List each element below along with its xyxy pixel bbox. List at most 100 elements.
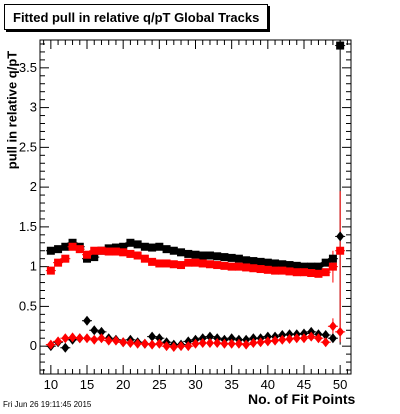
diamond-marker: [155, 338, 164, 349]
timestamp: Fri Jun 26 19:11:45 2015: [3, 400, 92, 409]
square-marker: [184, 258, 193, 267]
diamond-marker: [104, 335, 113, 346]
square-marker: [271, 266, 280, 275]
square-marker: [299, 262, 308, 271]
diamond-marker: [220, 338, 229, 349]
diamond-marker: [111, 335, 120, 346]
square-marker: [162, 259, 171, 268]
square-marker: [46, 246, 55, 255]
diamond-marker: [61, 342, 70, 353]
square-marker: [126, 249, 135, 258]
axis-ticks: [40, 40, 351, 374]
diamond-marker: [227, 333, 236, 344]
diamond-marker: [54, 336, 63, 347]
tick-labels: 10 15 20 25 30 35 40 45 50 0 0.5 1 1.5 2 2.5 3 3.5: [19, 60, 347, 392]
diamond-marker: [299, 333, 308, 344]
square-marker: [234, 254, 243, 263]
square-marker: [83, 250, 92, 259]
square-marker: [126, 238, 135, 247]
square-marker: [148, 243, 157, 252]
square-marker: [205, 260, 214, 269]
diamond-marker: [198, 337, 207, 348]
diamond-marker: [227, 338, 236, 349]
square-marker: [271, 259, 280, 268]
square-marker: [68, 242, 77, 251]
square-marker: [328, 262, 337, 271]
square-marker: [169, 246, 178, 255]
diamond-marker: [184, 341, 193, 352]
square-marker: [119, 248, 128, 257]
diamond-marker: [307, 331, 316, 342]
y-tick-label: 2.5: [19, 139, 37, 154]
diamond-marker: [126, 337, 135, 348]
square-marker: [220, 261, 229, 270]
y-axis-label-box: pull in relative q/pT: [2, 30, 22, 190]
square-marker: [177, 261, 186, 270]
square-marker: [155, 242, 164, 251]
square-marker: [90, 253, 99, 262]
square-marker: [336, 246, 345, 255]
square-marker: [263, 265, 272, 274]
diamond-marker: [234, 338, 243, 349]
square-marker: [307, 269, 316, 278]
diamond-marker: [68, 332, 77, 343]
square-marker: [249, 257, 258, 266]
diamond-marker: [328, 321, 337, 332]
square-marker: [242, 256, 251, 265]
diamond-marker: [75, 333, 84, 344]
diamond-marker: [213, 337, 222, 348]
square-marker: [314, 262, 323, 271]
diamond-marker: [321, 337, 330, 348]
square-marker: [61, 242, 70, 251]
diamond-marker: [61, 333, 70, 344]
square-marker: [220, 253, 229, 262]
chart-title: Fitted pull in relative q/pT Global Trac…: [4, 4, 268, 30]
diamond-marker: [148, 331, 157, 342]
diamond-marker: [148, 339, 157, 350]
square-marker: [148, 257, 157, 266]
x-tick-label: 20: [116, 377, 130, 392]
square-marker: [256, 265, 265, 274]
diamond-marker: [83, 333, 92, 344]
square-marker: [169, 260, 178, 269]
square-marker: [292, 261, 301, 270]
error-bars: [332, 40, 341, 345]
diamond-marker: [314, 333, 323, 344]
x-tick-label: 30: [188, 377, 202, 392]
square-marker: [263, 258, 272, 267]
square-marker: [234, 262, 243, 271]
square-marker: [54, 258, 63, 267]
square-marker: [285, 267, 294, 276]
diamond-marker: [278, 334, 287, 345]
x-tick-label: 15: [80, 377, 94, 392]
square-marker: [111, 247, 120, 256]
x-tick-label: 40: [261, 377, 275, 392]
square-marker: [227, 253, 236, 262]
diamond-marker: [328, 333, 337, 344]
diamond-marker: [271, 335, 280, 346]
square-marker: [97, 246, 106, 255]
y-tick-label: 0: [30, 338, 37, 353]
square-marker: [191, 250, 200, 259]
square-marker: [133, 251, 142, 260]
diamond-marker: [46, 339, 55, 350]
diamond-marker: [90, 334, 99, 345]
diamond-marker: [191, 338, 200, 349]
y-tick-label: 3: [30, 100, 37, 115]
diamond-marker: [205, 337, 214, 348]
x-tick-label: 35: [224, 377, 238, 392]
diamond-marker: [140, 338, 149, 349]
square-marker: [133, 240, 142, 249]
diamond-marker: [90, 325, 99, 336]
square-marker: [90, 246, 99, 255]
square-marker: [242, 263, 251, 272]
diamond-marker: [83, 315, 92, 326]
diamond-marker: [336, 326, 345, 337]
diamond-marker: [336, 231, 345, 242]
y-tick-label: 1.5: [19, 219, 37, 234]
x-tick-label: 50: [333, 377, 347, 392]
x-tick-label: 10: [44, 377, 58, 392]
y-tick-label: 2: [30, 179, 37, 194]
square-marker: [321, 268, 330, 277]
